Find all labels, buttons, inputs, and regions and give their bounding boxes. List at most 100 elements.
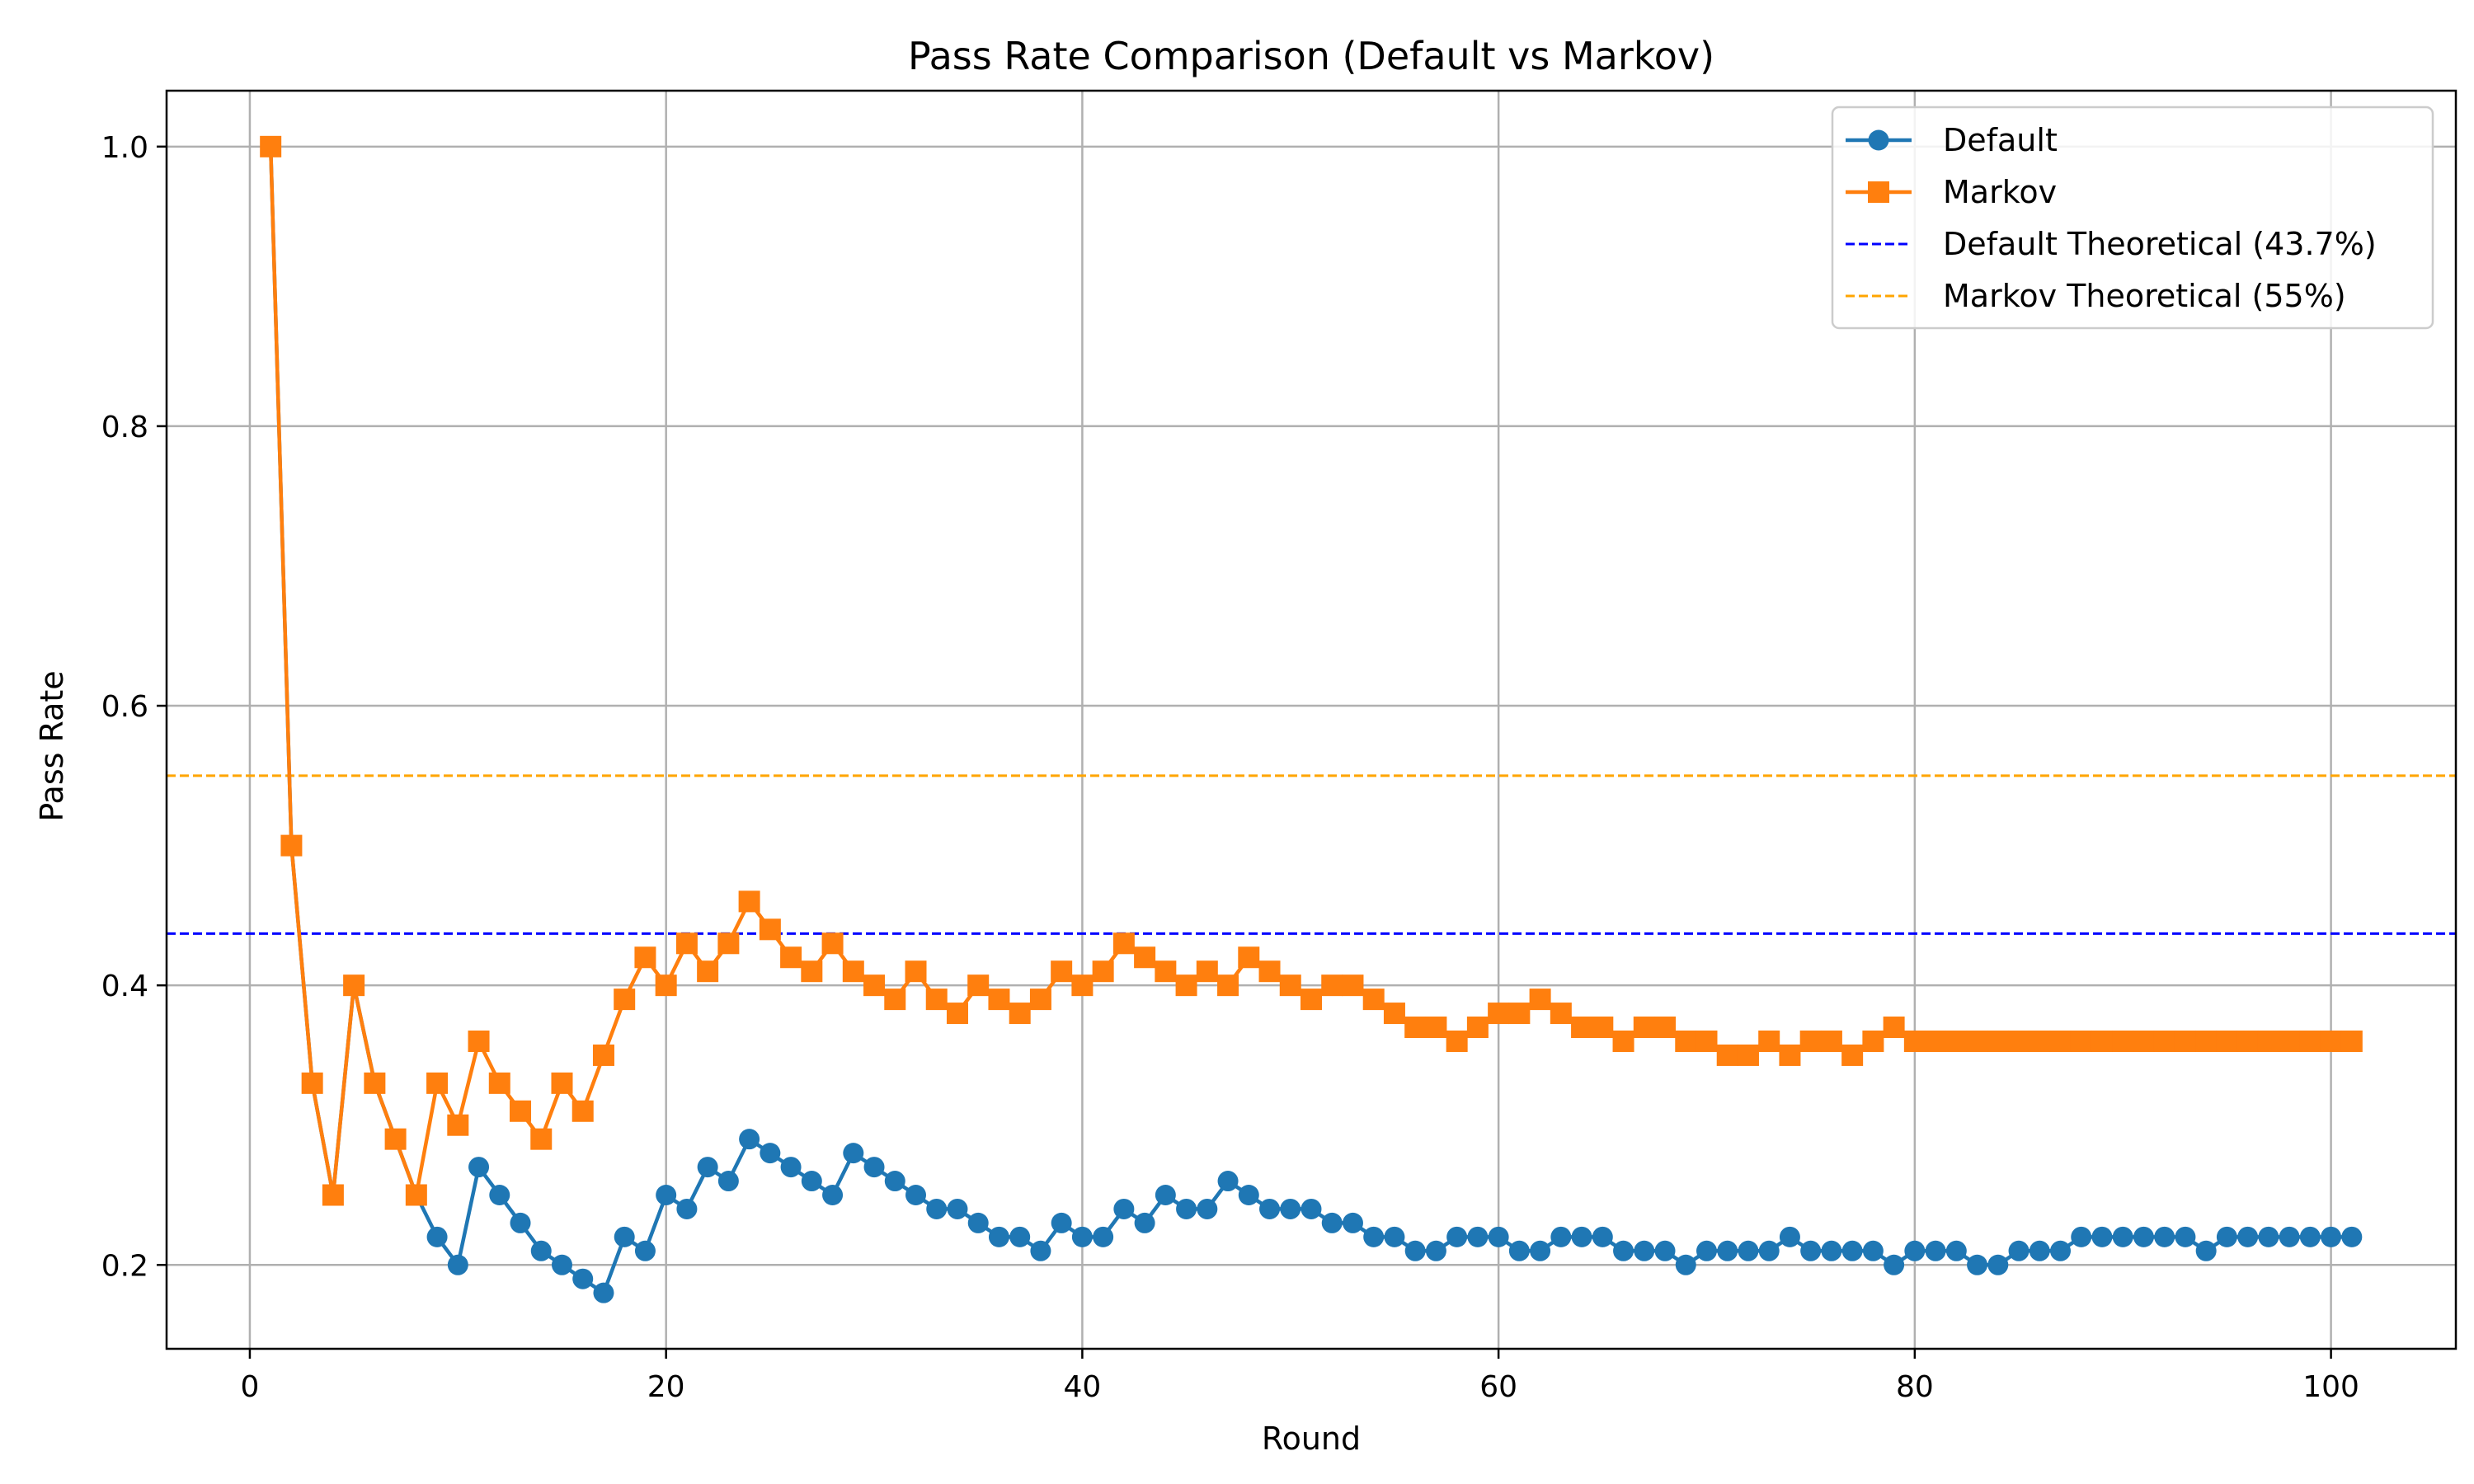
markov-point bbox=[2049, 1030, 2072, 1052]
x-tick-label: 80 bbox=[1896, 1370, 1934, 1404]
default-point bbox=[1945, 1240, 1967, 1261]
default-point bbox=[614, 1226, 635, 1247]
default-point bbox=[1134, 1212, 1155, 1233]
markov-point bbox=[1592, 1017, 1614, 1039]
default-point bbox=[2237, 1226, 2259, 1247]
markov-point bbox=[655, 974, 677, 997]
default-point bbox=[489, 1184, 510, 1205]
markov-point bbox=[2112, 1030, 2134, 1052]
x-tick-label: 20 bbox=[647, 1370, 685, 1404]
markov-point bbox=[2091, 1030, 2113, 1052]
y-tick-label: 0.8 bbox=[101, 411, 148, 444]
default-point bbox=[1800, 1240, 1822, 1261]
default-point bbox=[1321, 1212, 1343, 1233]
markov-point bbox=[738, 890, 760, 913]
legend-box bbox=[1831, 106, 2434, 330]
markov-point bbox=[2279, 1030, 2301, 1052]
markov-point bbox=[780, 946, 802, 969]
default-point bbox=[2195, 1240, 2217, 1261]
default-point bbox=[551, 1254, 572, 1275]
markov-point bbox=[1820, 1030, 1842, 1052]
default-point bbox=[1654, 1240, 1676, 1261]
default-point bbox=[884, 1171, 905, 1192]
markov-point bbox=[1362, 989, 1385, 1011]
default-point bbox=[2029, 1240, 2050, 1261]
markov-point bbox=[1300, 989, 1322, 1011]
default-point bbox=[1717, 1240, 1738, 1261]
markov-point bbox=[1654, 1017, 1677, 1039]
default-point bbox=[1821, 1240, 1842, 1261]
markov-point bbox=[1758, 1030, 1780, 1052]
default-point bbox=[1841, 1240, 1863, 1261]
default-point bbox=[1634, 1240, 1655, 1261]
markov-point bbox=[821, 932, 844, 955]
markov-point bbox=[2174, 1030, 2196, 1052]
default-point bbox=[2299, 1226, 2321, 1247]
default-point bbox=[2216, 1226, 2237, 1247]
default-point bbox=[1488, 1226, 1509, 1247]
markov-point bbox=[1321, 974, 1343, 997]
default-point bbox=[2050, 1240, 2072, 1261]
x-axis-label: Round bbox=[1262, 1421, 1361, 1457]
default-point bbox=[447, 1254, 468, 1275]
x-tick-label: 100 bbox=[2302, 1370, 2359, 1404]
default-point bbox=[2133, 1226, 2154, 1247]
default-point bbox=[2112, 1226, 2133, 1247]
default-point bbox=[1758, 1240, 1780, 1261]
default-point bbox=[634, 1240, 656, 1261]
markov-point bbox=[488, 1072, 510, 1094]
default-point bbox=[1384, 1226, 1405, 1247]
default-point bbox=[1696, 1240, 1717, 1261]
markov-point bbox=[675, 932, 698, 955]
default-point bbox=[2279, 1226, 2300, 1247]
default-point bbox=[1030, 1240, 1051, 1261]
markov-point bbox=[717, 932, 740, 955]
markov-point bbox=[1675, 1030, 1697, 1052]
markov-point bbox=[1987, 1030, 2009, 1052]
default-point bbox=[656, 1184, 677, 1205]
default-point bbox=[988, 1226, 1009, 1247]
default-point bbox=[1967, 1254, 1988, 1275]
markov-point bbox=[571, 1100, 594, 1122]
default-point bbox=[1197, 1198, 1218, 1219]
markov-point bbox=[1966, 1030, 1988, 1052]
markov-point bbox=[1466, 1017, 1489, 1039]
default-point bbox=[1613, 1240, 1634, 1261]
markov-series bbox=[260, 135, 2363, 1206]
markov-point bbox=[988, 989, 1010, 1011]
markov-point bbox=[1696, 1030, 1718, 1052]
default-point bbox=[863, 1157, 885, 1178]
default-point bbox=[2154, 1226, 2175, 1247]
default-point bbox=[1342, 1212, 1363, 1233]
markov-point bbox=[1071, 974, 1094, 997]
markov-point bbox=[1737, 1044, 1759, 1066]
x-tick-label: 60 bbox=[1479, 1370, 1517, 1404]
default-point bbox=[2321, 1226, 2342, 1247]
default-point bbox=[801, 1171, 822, 1192]
default-point bbox=[1675, 1254, 1696, 1275]
markov-point bbox=[343, 974, 365, 997]
markov-point bbox=[946, 1003, 968, 1025]
default-point bbox=[2091, 1226, 2113, 1247]
markov-point bbox=[322, 1184, 344, 1206]
y-axis-label: Pass Rate bbox=[34, 670, 70, 821]
markov-point bbox=[2340, 1030, 2363, 1052]
default-point bbox=[1009, 1226, 1031, 1247]
default-point bbox=[1530, 1240, 1551, 1261]
markov-point bbox=[1799, 1030, 1822, 1052]
markov-point bbox=[1633, 1017, 1655, 1039]
markov-point bbox=[260, 135, 282, 157]
markov-point bbox=[384, 1128, 407, 1150]
default-point bbox=[760, 1143, 781, 1164]
markov-point bbox=[2236, 1030, 2259, 1052]
default-point bbox=[1571, 1226, 1592, 1247]
markov-point bbox=[884, 989, 906, 1011]
markov-point bbox=[530, 1128, 553, 1150]
markov-point bbox=[614, 989, 636, 1011]
x-tick-label: 0 bbox=[240, 1370, 259, 1404]
default-point bbox=[426, 1226, 448, 1247]
markov-point bbox=[364, 1072, 386, 1094]
default-point bbox=[1738, 1240, 1759, 1261]
default-point bbox=[1779, 1226, 1800, 1247]
default-point bbox=[2008, 1240, 2030, 1261]
